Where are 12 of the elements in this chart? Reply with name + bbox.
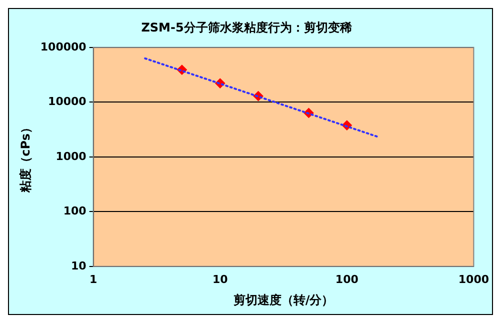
x-tick-label: 1: [89, 272, 98, 286]
x-tick-label: 100: [335, 272, 359, 286]
y-tick-label: 100: [63, 204, 87, 218]
y-tick-label: 10000: [48, 95, 87, 108]
y-tick-label: 1000: [56, 150, 87, 163]
y-tick-label: 100000: [40, 40, 87, 54]
x-axis-title: 剪切速度（转/分）: [233, 292, 334, 307]
y-axis-title: 粘度（cPs）: [18, 121, 32, 194]
x-tick-label: 10: [212, 272, 228, 286]
chart-title: ZSM-5分子筛水浆粘度行为：剪切变稀: [141, 20, 352, 34]
y-tick-label: 10: [71, 259, 87, 272]
x-tick-label: 1000: [458, 272, 490, 286]
